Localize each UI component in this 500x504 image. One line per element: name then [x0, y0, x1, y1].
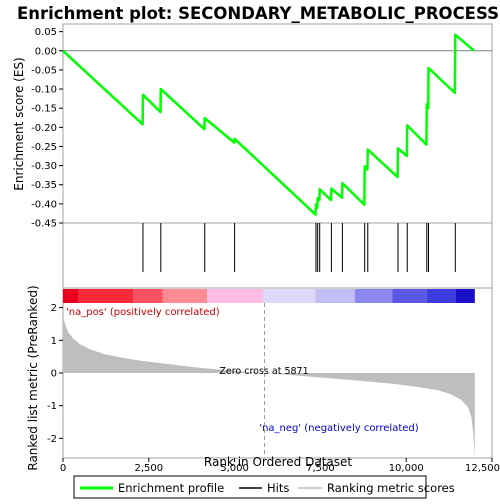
metric-axis-title: Ranked list metric (PreRanked) [26, 285, 40, 470]
x-tick-label: 12,500 [465, 463, 500, 474]
colorbar-segment [354, 289, 393, 303]
x-axis-title: Rank in Ordered Dataset [204, 455, 352, 469]
x-tick-label: 7,500 [306, 463, 335, 474]
metric-tick-label: 1 [51, 336, 57, 347]
colorbar-segment [315, 289, 355, 303]
chart-title: Enrichment plot: SECONDARY_METABOLIC_PRO… [17, 4, 499, 23]
colorbar-segment [162, 289, 208, 303]
colorbar-segment [133, 289, 163, 303]
metric-tick-label: -1 [47, 401, 57, 412]
colorbar-segment [263, 289, 316, 303]
metric-tick-label: -2 [47, 434, 57, 445]
x-tick-label: 5,000 [220, 463, 249, 474]
metric-area [63, 315, 475, 458]
es-tick-label: -0.35 [31, 180, 57, 191]
es-tick-label: 0.00 [35, 46, 57, 57]
colorbar-segment [392, 289, 427, 303]
metric-tick-label: 0 [51, 369, 57, 380]
legend-es-label: Enrichment profile [118, 481, 224, 495]
es-tick-label: -0.30 [31, 161, 57, 172]
legend-box [73, 475, 427, 499]
es-tick-label: -0.05 [31, 65, 57, 76]
es-tick-label: -0.10 [31, 85, 57, 96]
na-neg-label: 'na_neg' (negatively correlated) [259, 423, 418, 434]
colorbar-segment [78, 289, 134, 303]
legend: Enrichment profile Hits Ranking metric s… [73, 475, 455, 499]
es-tick-label: -0.25 [31, 142, 57, 153]
es-tick-label: -0.40 [31, 199, 57, 210]
zero-cross-label: Zero cross at 5871 [219, 366, 308, 377]
legend-metric-label: Ranking metric scores [327, 481, 455, 495]
colorbar-segment [426, 289, 456, 303]
x-tick-label: 2,500 [134, 463, 163, 474]
colorbar-segment [63, 289, 79, 303]
es-tick-label: 0.05 [35, 27, 57, 38]
x-tick-label: 10,000 [389, 463, 424, 474]
es-tick-label: -0.15 [31, 104, 57, 115]
es-tick-label: -0.20 [31, 123, 57, 134]
es-axis-title: Enrichment score (ES) [12, 57, 26, 190]
colorbar-segment [207, 289, 264, 303]
es-profile-line [62, 33, 476, 216]
metric-tick-label: 2 [51, 303, 57, 314]
legend-hits-label: Hits [267, 481, 289, 495]
na-pos-label: 'na_pos' (positively correlated) [66, 307, 220, 318]
hits-panel-frame [62, 222, 493, 289]
colorbar-segment [455, 289, 475, 303]
es-tick-label: -0.45 [31, 219, 57, 230]
x-tick-label: 0 [60, 463, 66, 474]
